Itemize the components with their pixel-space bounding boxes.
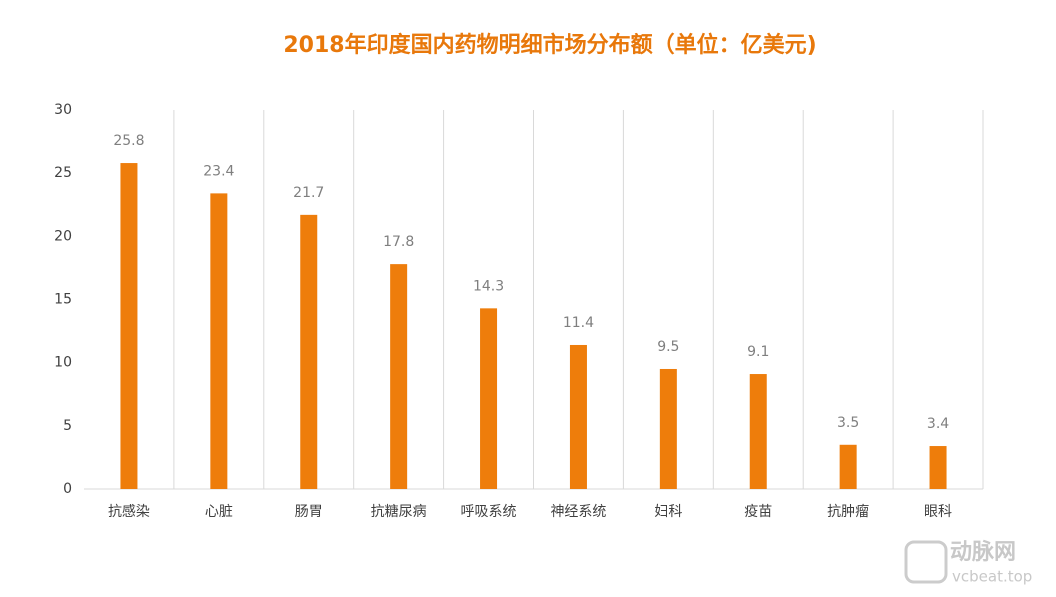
bar	[929, 446, 947, 489]
value-label: 14.3	[473, 278, 504, 294]
bar	[390, 264, 408, 489]
watermark: 动脉网 vcbeat.top	[904, 540, 1032, 586]
y-tick-label: 5	[63, 418, 72, 434]
y-tick-label: 0	[63, 481, 72, 497]
value-label: 3.5	[837, 415, 859, 431]
watermark-logo	[904, 540, 948, 584]
bar	[839, 444, 857, 489]
value-label: 21.7	[293, 185, 324, 201]
y-tick-label: 25	[54, 165, 72, 181]
bar	[210, 193, 228, 489]
value-label: 17.8	[383, 234, 414, 250]
bar	[569, 344, 587, 489]
bar	[480, 308, 498, 489]
watermark-brand: 动脉网	[950, 540, 1016, 565]
value-label: 11.4	[563, 315, 594, 331]
y-tick-label: 30	[54, 102, 72, 118]
bar	[659, 368, 677, 489]
x-tick-label: 肠胃	[295, 504, 323, 520]
value-label: 25.8	[113, 133, 144, 149]
x-tick-label: 神经系统	[550, 504, 606, 520]
x-tick-label: 呼吸系统	[461, 504, 517, 520]
x-tick-label: 抗感染	[108, 503, 150, 520]
bar	[120, 163, 138, 489]
value-label: 9.5	[657, 339, 679, 355]
bar	[749, 374, 767, 489]
x-tick-label: 心脏	[205, 504, 233, 520]
x-tick-label: 眼科	[924, 504, 952, 520]
value-label: 9.1	[747, 344, 769, 360]
bar	[300, 214, 318, 489]
value-label: 23.4	[203, 163, 234, 179]
watermark-site: vcbeat.top	[952, 568, 1032, 586]
y-tick-label: 20	[54, 228, 72, 244]
chart-title: 2018年印度国内药物明细市场分布额（单位：亿美元)	[283, 32, 816, 58]
x-tick-label: 疫苗	[744, 504, 772, 520]
x-tick-label: 抗糖尿病	[371, 504, 427, 520]
y-tick-label: 15	[54, 292, 72, 308]
x-tick-label: 妇科	[654, 503, 682, 520]
value-label: 3.4	[927, 416, 949, 432]
x-tick-label: 抗肿瘤	[827, 503, 869, 520]
y-tick-label: 10	[54, 355, 72, 371]
